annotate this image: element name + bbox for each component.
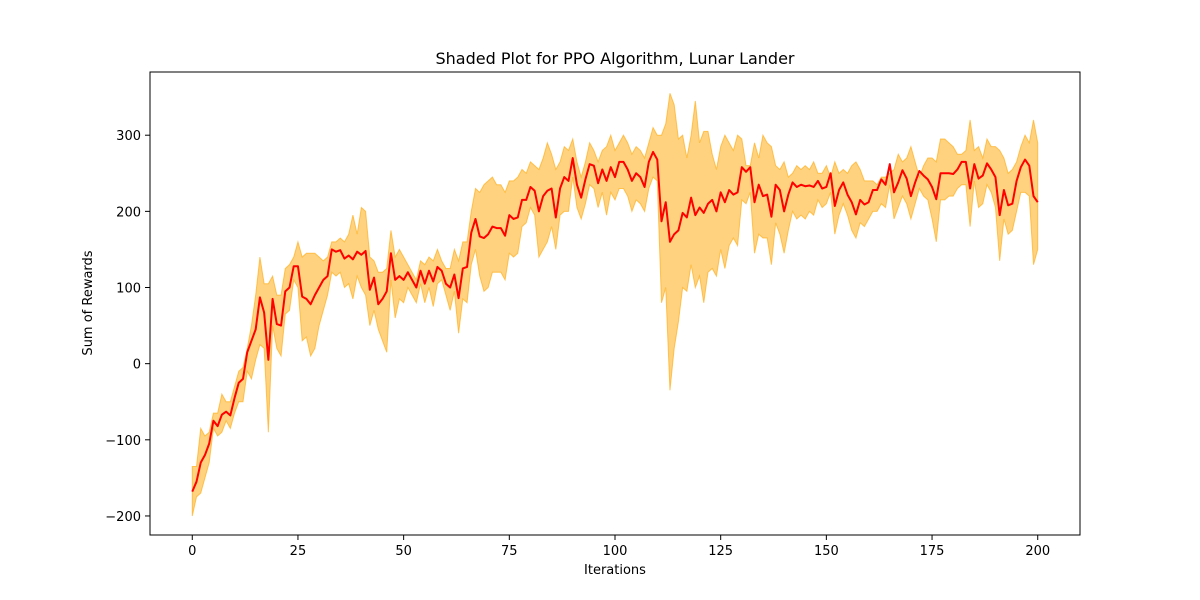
x-tick-label: 200 [1025, 544, 1050, 559]
y-tick-label: −200 [105, 510, 141, 525]
x-tick-label: 50 [395, 544, 412, 559]
x-tick-label: 25 [290, 544, 307, 559]
y-tick-label: 200 [116, 205, 141, 220]
x-tick-label: 0 [188, 544, 196, 559]
y-tick-label: 300 [116, 129, 141, 144]
y-axis-title: Sum of Rewards [81, 250, 96, 355]
chart-title: Shaded Plot for PPO Algorithm, Lunar Lan… [436, 49, 795, 68]
x-tick-label: 150 [814, 544, 839, 559]
shaded-band [191, 93, 1039, 517]
plot-area [191, 93, 1039, 517]
y-tick-label: −100 [105, 434, 141, 449]
x-tick-label: 175 [920, 544, 945, 559]
axes-frame [149, 71, 1081, 536]
x-tick-label: 100 [603, 544, 628, 559]
x-axis: 0 25 50 75 100 125 150 175 200 [188, 535, 1050, 559]
mean-reward-line [191, 150, 1039, 492]
x-axis-title: Iterations [584, 563, 646, 578]
x-tick-label: 125 [708, 544, 733, 559]
y-tick-label: 100 [116, 282, 141, 297]
x-tick-label: 75 [501, 544, 518, 559]
y-tick-label: 0 [133, 358, 141, 373]
y-axis: −200 −100 0 100 200 300 [105, 129, 150, 525]
